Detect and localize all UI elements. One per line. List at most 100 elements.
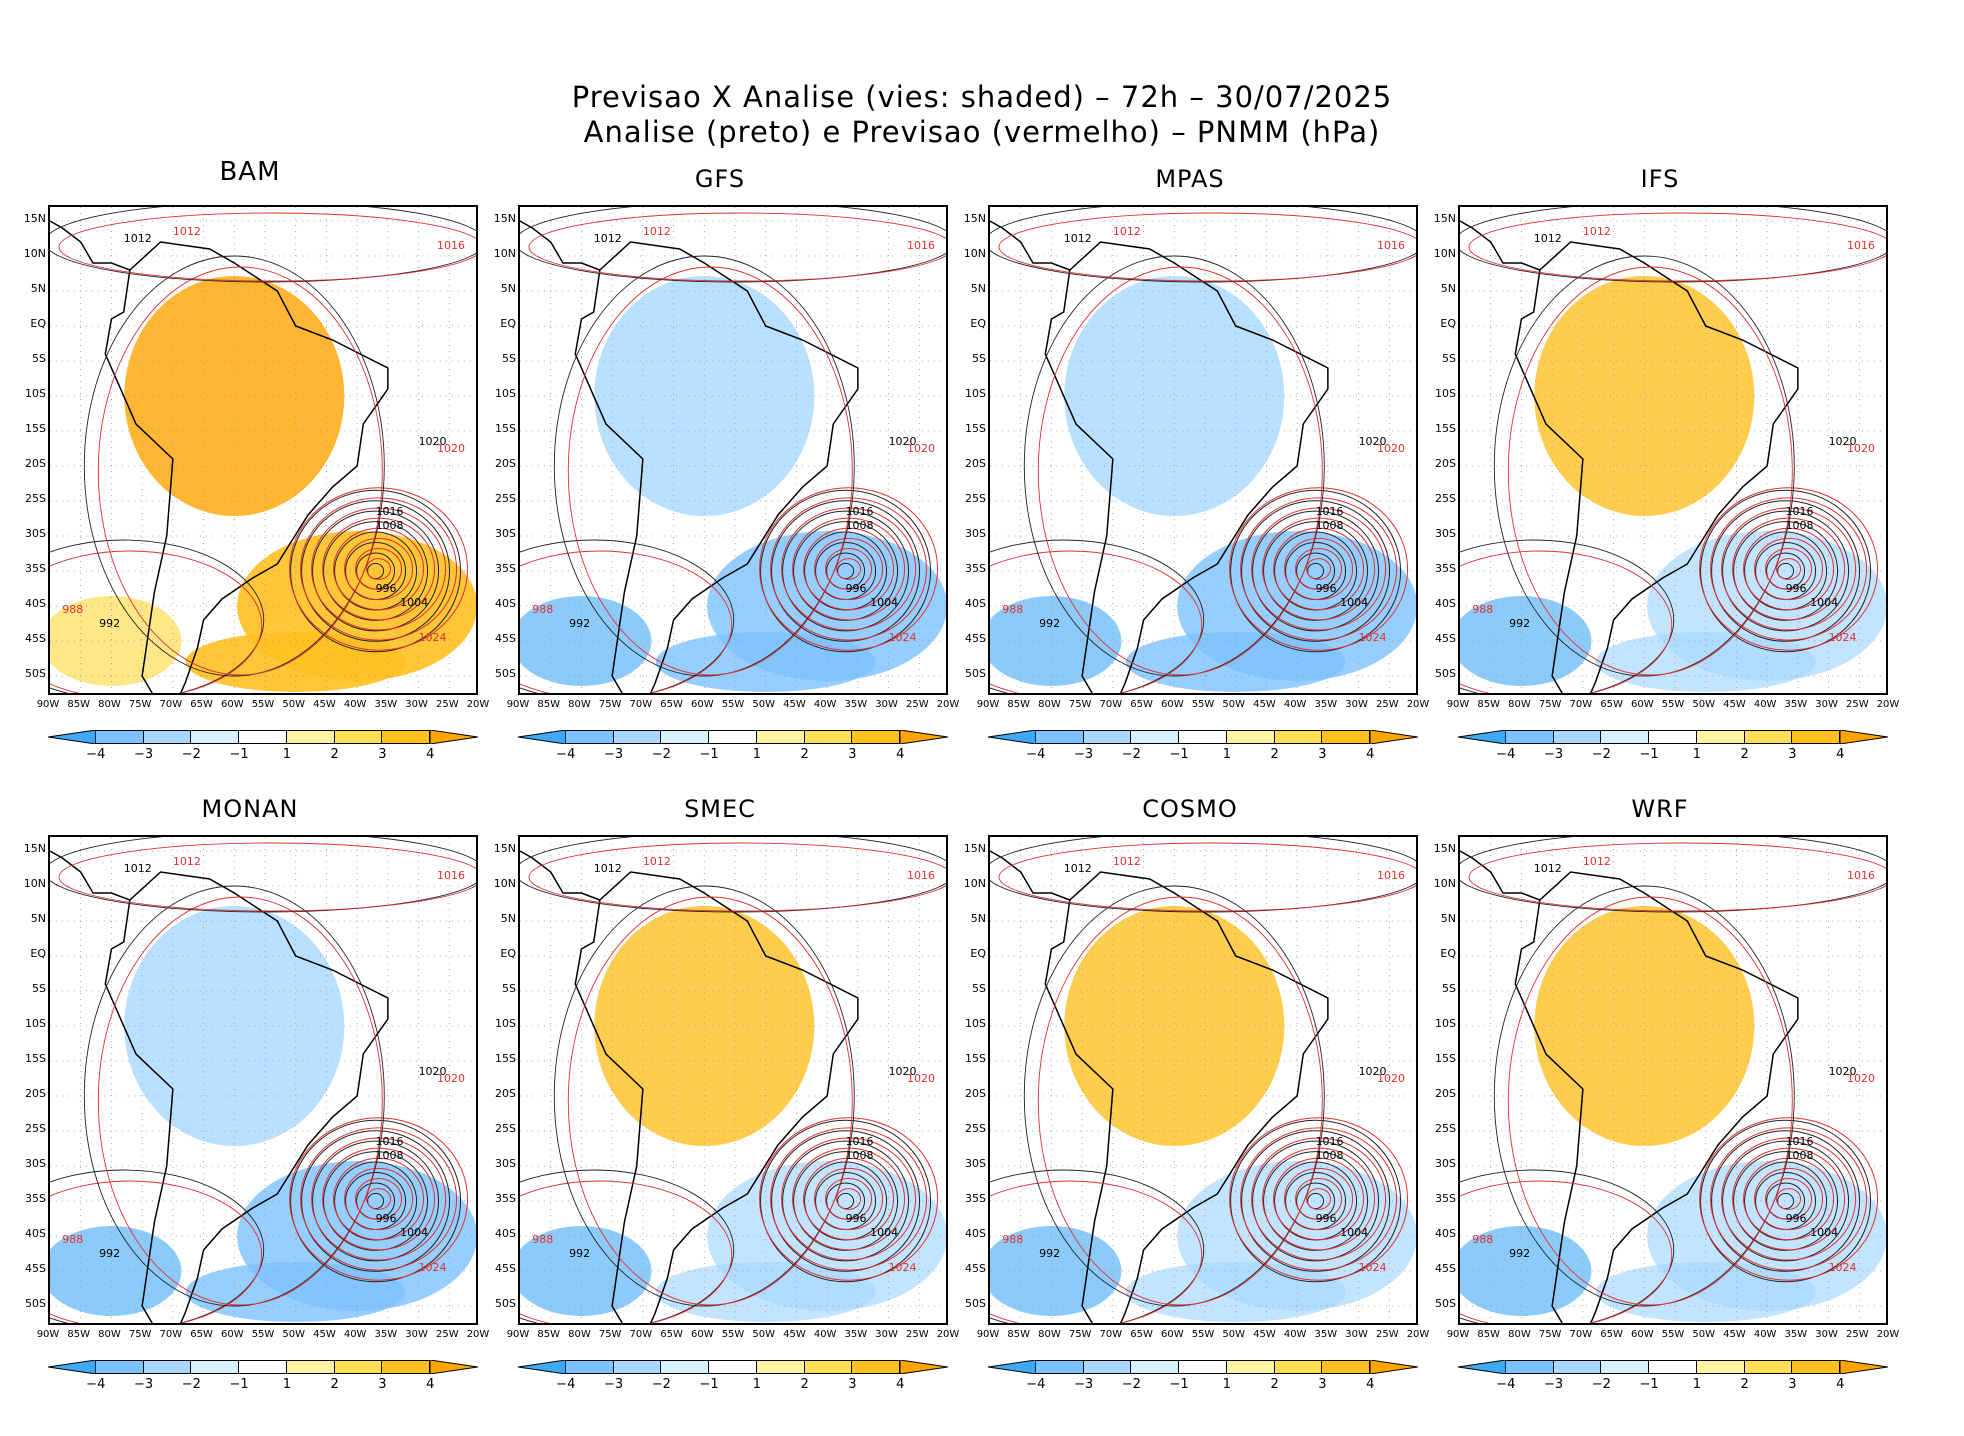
colorbar-segment bbox=[1322, 1360, 1371, 1374]
colorbar-arrow-left bbox=[518, 1360, 566, 1374]
map-panel-ifs: IFS 15N 10N 5N EQ 5S 10S 15S 20S 25S 30S 35S 40S 45S 5… bbox=[1420, 165, 1900, 785]
lat-label: 50S bbox=[25, 1297, 46, 1310]
bias-shade bbox=[990, 596, 1122, 686]
lon-label: 70W bbox=[629, 699, 653, 710]
lat-label: 50S bbox=[965, 1297, 986, 1310]
forecast-isobar bbox=[344, 537, 414, 601]
lat-label: 5N bbox=[1440, 282, 1456, 295]
colorbar-label: −4 bbox=[1026, 747, 1046, 762]
isobar-label-analysis: 992 bbox=[99, 617, 120, 630]
lat-label: 35S bbox=[25, 1192, 46, 1205]
colorbar-label: 2 bbox=[1740, 1377, 1749, 1392]
lon-label: 20W bbox=[466, 1329, 490, 1340]
lon-label: 45W bbox=[313, 699, 336, 710]
isobar-label-forecast: 1024 bbox=[419, 1261, 447, 1274]
isobar-label-analysis: 1004 bbox=[1340, 1226, 1368, 1239]
lon-label: 40W bbox=[343, 699, 367, 710]
isobar-label-analysis: 1016 bbox=[846, 1135, 874, 1148]
lat-label: 10S bbox=[25, 387, 46, 400]
lat-label: 50S bbox=[965, 667, 986, 680]
colorbar-segment bbox=[286, 730, 335, 744]
forecast-isobar bbox=[97, 896, 383, 1306]
lon-label: 40W bbox=[1283, 1329, 1307, 1340]
lat-label: 30S bbox=[495, 1157, 516, 1170]
lat-label: 10N bbox=[1433, 247, 1456, 260]
colorbar-label: 2 bbox=[330, 747, 339, 762]
lat-label: 50S bbox=[25, 667, 46, 680]
colorbar-segment bbox=[1553, 1360, 1602, 1374]
panel-title: MPAS bbox=[1155, 165, 1225, 193]
lat-label: 20S bbox=[495, 457, 516, 470]
lat-label: 50S bbox=[1435, 667, 1456, 680]
colorbar-arrow-right bbox=[430, 730, 478, 744]
forecast-isobar bbox=[344, 1167, 414, 1231]
coastline-central-america bbox=[520, 220, 601, 271]
lon-label: 20W bbox=[466, 699, 490, 710]
lon-label: 20W bbox=[1876, 1329, 1900, 1340]
colorbar-segment bbox=[1274, 1360, 1323, 1374]
isobar-label-forecast: 1024 bbox=[1359, 1261, 1387, 1274]
coastline-central-america bbox=[50, 850, 131, 901]
lat-label: 10S bbox=[25, 1017, 46, 1030]
bias-shade bbox=[1064, 276, 1285, 516]
isobar-label-forecast: 1012 bbox=[173, 225, 201, 238]
lon-label: 45W bbox=[1723, 699, 1746, 710]
bias-shade bbox=[50, 596, 182, 686]
lon-label: 75W bbox=[1538, 699, 1562, 710]
lat-label: 30S bbox=[1435, 527, 1456, 540]
isobar-label-analysis: 1016 bbox=[376, 505, 404, 518]
analysis-isobar bbox=[1241, 1130, 1391, 1272]
lon-label: 50W bbox=[752, 1329, 776, 1340]
forecast-isobar bbox=[1273, 527, 1365, 611]
forecast-isobar bbox=[1251, 507, 1387, 631]
analysis-isobar bbox=[793, 521, 899, 621]
colorbar bbox=[48, 1360, 478, 1374]
bias-shade bbox=[1534, 906, 1755, 1146]
lon-label: 50W bbox=[1222, 1329, 1246, 1340]
isobar-label-analysis: 1004 bbox=[1810, 596, 1838, 609]
analysis-isobar bbox=[312, 1140, 440, 1262]
colorbar-segment bbox=[334, 730, 383, 744]
lat-label: 40S bbox=[965, 1227, 986, 1240]
lon-label: 35W bbox=[374, 699, 398, 710]
isobar-label-analysis: 992 bbox=[1039, 1247, 1060, 1260]
lat-label: 5S bbox=[1442, 352, 1456, 365]
lat-label: EQ bbox=[30, 947, 46, 960]
lon-label: 90W bbox=[506, 1329, 530, 1340]
forecast-isobar bbox=[1251, 1137, 1387, 1261]
isobar-label-forecast: 1020 bbox=[437, 442, 465, 455]
lon-label: 80W bbox=[1508, 699, 1531, 710]
colorbar-segment bbox=[1601, 730, 1650, 744]
forecast-isobar bbox=[366, 1188, 392, 1210]
colorbar-segment bbox=[1792, 730, 1841, 744]
colorbar-label: −4 bbox=[1496, 1377, 1516, 1392]
colorbar-segment bbox=[1179, 1360, 1227, 1374]
colorbar-segment bbox=[613, 730, 662, 744]
lat-label: 10S bbox=[1435, 387, 1456, 400]
analysis-isobar bbox=[323, 1151, 429, 1251]
lon-label: 70W bbox=[1099, 699, 1123, 710]
isobar-label-analysis: 992 bbox=[569, 617, 590, 630]
colorbar-arrow-right bbox=[1370, 1360, 1418, 1374]
isobar-label-analysis: 1008 bbox=[1786, 1149, 1814, 1162]
map-plot: 1012 1016 1020 1008 996 1004 992 1012 1016 1020 10… bbox=[48, 835, 478, 1325]
isobar-label-forecast: 1020 bbox=[437, 1072, 465, 1085]
isobar-label-analysis: 992 bbox=[1509, 617, 1530, 630]
lat-label: 40S bbox=[1435, 597, 1456, 610]
lon-label: 50W bbox=[1692, 699, 1716, 710]
isobar-label-forecast: 1016 bbox=[1377, 869, 1405, 882]
analysis-isobar bbox=[290, 489, 462, 653]
continent-outline bbox=[104, 241, 389, 693]
analysis-isobar bbox=[1733, 1151, 1839, 1251]
lon-label: 25W bbox=[1375, 699, 1399, 710]
forecast-isobar bbox=[770, 1127, 928, 1271]
isobar-label-analysis: 1004 bbox=[1810, 1226, 1838, 1239]
bias-shade bbox=[1125, 1262, 1346, 1322]
forecast-isobar bbox=[1306, 1188, 1332, 1210]
isobar-label-forecast: 1012 bbox=[1583, 855, 1611, 868]
colorbar-label: −3 bbox=[1543, 747, 1564, 762]
lat-label: 50S bbox=[1435, 1297, 1456, 1310]
lon-label: 30W bbox=[405, 699, 428, 710]
